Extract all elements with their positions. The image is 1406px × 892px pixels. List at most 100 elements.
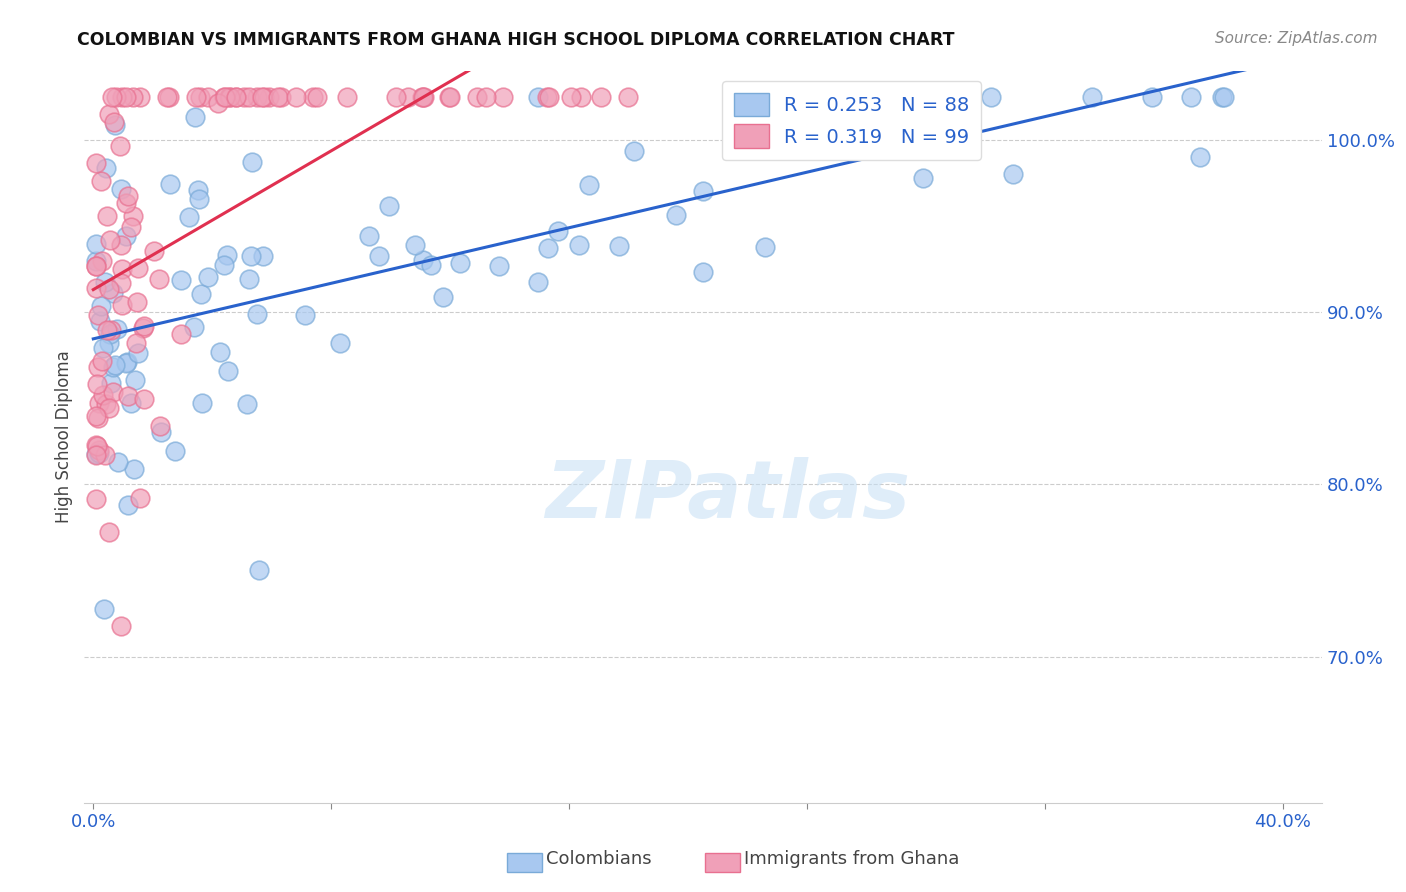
Point [143, 244, 166, 258]
Point [214, 90, 236, 104]
Point [97, 335, 120, 350]
Point [187, 192, 209, 206]
Point [94, 448, 117, 462]
Point [101, 384, 124, 399]
Point [120, 396, 142, 410]
Point [104, 118, 127, 132]
Point [419, 258, 441, 272]
Point [208, 344, 231, 359]
Point [212, 90, 235, 104]
Point [87, 410, 110, 425]
Point [571, 90, 593, 104]
Text: Immigrants from Ghana: Immigrants from Ghana [744, 850, 960, 868]
Point [238, 272, 260, 286]
Point [89, 314, 111, 328]
Point [84, 447, 107, 461]
Point [114, 228, 136, 243]
Point [98, 233, 121, 247]
Text: Colombians: Colombians [547, 850, 652, 868]
Point [225, 90, 247, 104]
Point [246, 307, 269, 321]
Point [336, 90, 359, 104]
Point [692, 265, 714, 279]
Point [1188, 150, 1211, 164]
Point [84, 491, 107, 506]
Text: ZIPatlas: ZIPatlas [546, 457, 910, 534]
Point [980, 90, 1002, 104]
Point [253, 90, 276, 104]
Point [197, 90, 219, 104]
Point [94, 275, 117, 289]
Point [617, 90, 640, 104]
Point [124, 374, 146, 388]
Legend: R = 0.253   N = 88, R = 0.319   N = 99: R = 0.253 N = 88, R = 0.319 N = 99 [721, 81, 981, 160]
Point [148, 272, 170, 286]
Point [110, 618, 132, 632]
Point [412, 253, 434, 268]
Point [215, 248, 238, 262]
Point [117, 389, 139, 403]
Text: Source: ZipAtlas.com: Source: ZipAtlas.com [1215, 31, 1378, 46]
Point [96, 396, 118, 410]
Point [111, 262, 134, 277]
Point [218, 90, 240, 104]
Point [163, 444, 186, 458]
Point [91, 388, 114, 402]
Point [232, 90, 254, 104]
Point [589, 90, 612, 104]
Point [115, 355, 138, 369]
Point [1081, 90, 1104, 104]
Point [103, 115, 125, 129]
Point [284, 90, 307, 104]
Point [536, 90, 558, 104]
Point [122, 209, 145, 223]
Point [692, 184, 714, 198]
Point [250, 90, 273, 104]
Point [449, 256, 471, 270]
Point [93, 601, 115, 615]
Point [665, 208, 688, 222]
Point [359, 229, 381, 244]
Point [101, 90, 124, 104]
Point [475, 90, 498, 104]
Point [132, 392, 155, 406]
Point [404, 238, 426, 252]
Point [122, 90, 145, 104]
Point [157, 90, 180, 104]
Point [748, 90, 770, 104]
Point [437, 90, 460, 104]
Point [439, 90, 461, 104]
Point [527, 90, 550, 104]
Point [560, 90, 582, 104]
Point [84, 156, 107, 170]
Point [191, 396, 214, 410]
Point [115, 356, 138, 370]
Point [127, 346, 149, 360]
Point [329, 336, 352, 351]
Point [865, 90, 887, 104]
Point [117, 189, 139, 203]
Point [110, 181, 132, 195]
Point [89, 443, 111, 458]
Point [96, 209, 118, 223]
Point [307, 90, 329, 104]
Point [754, 240, 776, 254]
Point [107, 455, 129, 469]
Point [90, 299, 112, 313]
Point [124, 336, 146, 351]
Point [238, 90, 260, 104]
Point [120, 219, 142, 234]
Point [239, 249, 262, 263]
Point [212, 258, 235, 272]
Point [488, 259, 510, 273]
Point [150, 425, 173, 439]
Point [110, 238, 132, 252]
Point [148, 419, 170, 434]
Point [267, 90, 290, 104]
Point [84, 448, 107, 462]
Point [91, 341, 114, 355]
Point [368, 249, 391, 263]
Point [302, 90, 325, 104]
Point [170, 327, 193, 342]
Point [100, 323, 122, 337]
